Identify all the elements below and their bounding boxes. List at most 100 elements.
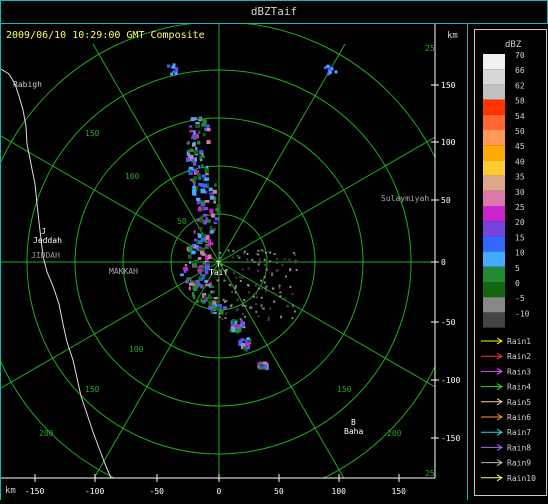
echo-pixel [191,243,195,248]
clutter-pixel [247,283,249,286]
place-makkah: MAKKAH [109,267,138,276]
echo-pixel [198,227,203,230]
echo-pixel [197,257,202,261]
echo-pixel [187,157,190,161]
echo-pixel [192,263,197,267]
echo-pixel [206,124,210,128]
clutter-pixel [241,304,244,307]
clutter-pixel [271,273,273,276]
scale-label: 50 [515,127,525,136]
echo-pixel [186,246,190,251]
echo-pixel [193,259,199,262]
scale-label: 25 [515,203,525,212]
spoke-60 [218,136,435,263]
echo-pixel [198,207,203,210]
echo-pixel [199,265,204,268]
echo-pixel [327,68,331,72]
clutter-pixel [241,268,244,271]
scale-label: 45 [515,142,525,151]
rain-arrow-icon [496,459,503,467]
clutter-pixel [289,285,292,288]
clutter-pixel [262,307,265,310]
clutter-pixel [247,267,250,270]
echo-pixel [246,339,252,343]
echo-pixel [186,151,189,156]
clutter-pixel [261,306,264,309]
clutter-pixel [238,256,241,259]
echo-pixel [204,263,209,267]
echo-pixel [206,219,211,223]
scale-label: 58 [515,97,525,106]
echo-pixel [172,70,176,74]
echo-pixel [199,156,203,161]
place-taif: Taif [209,268,228,277]
echo-pixel [193,244,197,249]
radar-plot[interactable]: 50 100 150 100 150 200 150 200 250 250 [1,24,467,500]
scale-label: 40 [515,157,525,166]
echo-pixel [184,264,188,267]
scale-swatch [483,84,505,100]
clutter-pixel [291,304,294,307]
clutter-pixel [225,312,228,315]
echo-pixel [202,299,206,304]
y-tick-label: -100 [441,376,460,385]
x-tick-label: -150 [25,487,44,496]
scale-swatch [483,236,505,252]
scale-swatch [483,69,505,85]
echo-pixel [236,327,241,333]
echo-pixel [232,323,236,327]
echo-pixel [264,366,267,371]
echo-pixel [204,177,209,181]
echo-pixel [200,284,204,289]
echo-pixel [209,232,214,235]
echo-pixel [197,165,201,169]
scale-swatch [483,312,505,328]
y-axis-ticks: 150 100 50 0 -50 -100 -150 [431,81,460,443]
echo-pixel [193,183,196,187]
x-tick-label: 50 [274,487,284,496]
echo-pixel [200,298,203,303]
clutter-pixel [224,316,227,319]
echo-pixel [199,153,202,157]
scale-label: 35 [515,173,525,182]
echo-pixel [188,246,193,251]
clutter-pixel [288,258,291,261]
clutter-pixel [289,268,292,271]
x-tick-label: 0 [217,487,222,496]
clutter-pixel [255,252,258,255]
scale-swatch [483,297,505,313]
echo-pixel [195,170,199,174]
echo-pixel [195,122,200,125]
clutter-pixel [221,258,224,261]
echo-pixel [207,254,212,259]
clutter-pixel [251,258,254,261]
clutter-pixel [219,251,222,254]
echo-pixel [212,301,217,305]
clutter-pixel [260,249,263,252]
clutter-pixel [244,315,247,318]
echo-pixel [240,319,243,324]
rain-label: Rain1 [507,337,531,346]
rain-arrow-icon [496,337,503,345]
echo-pixel [205,185,209,188]
echo-pixel [195,125,201,128]
clutter-pixel [218,312,221,315]
clutter-pixel [258,287,260,290]
echo-pixel [244,339,248,342]
echo-pixel [202,133,206,137]
clutter-pixel [227,249,230,252]
echo-pixel [200,215,203,220]
clutter-pixel [229,284,232,287]
clutter-pixel [220,264,223,267]
clutter-pixel [260,287,263,290]
echo-pixel [212,227,216,232]
clutter-pixel [264,252,267,254]
coastline [1,68,112,478]
clutter-pixel [248,291,251,294]
ring-label-250-se: 250 [425,469,440,478]
clutter-pixel [236,299,239,302]
echo-pixel [208,187,213,192]
echo-pixel [209,285,214,288]
clutter-pixel [279,295,282,298]
echo-pixel [203,260,209,264]
